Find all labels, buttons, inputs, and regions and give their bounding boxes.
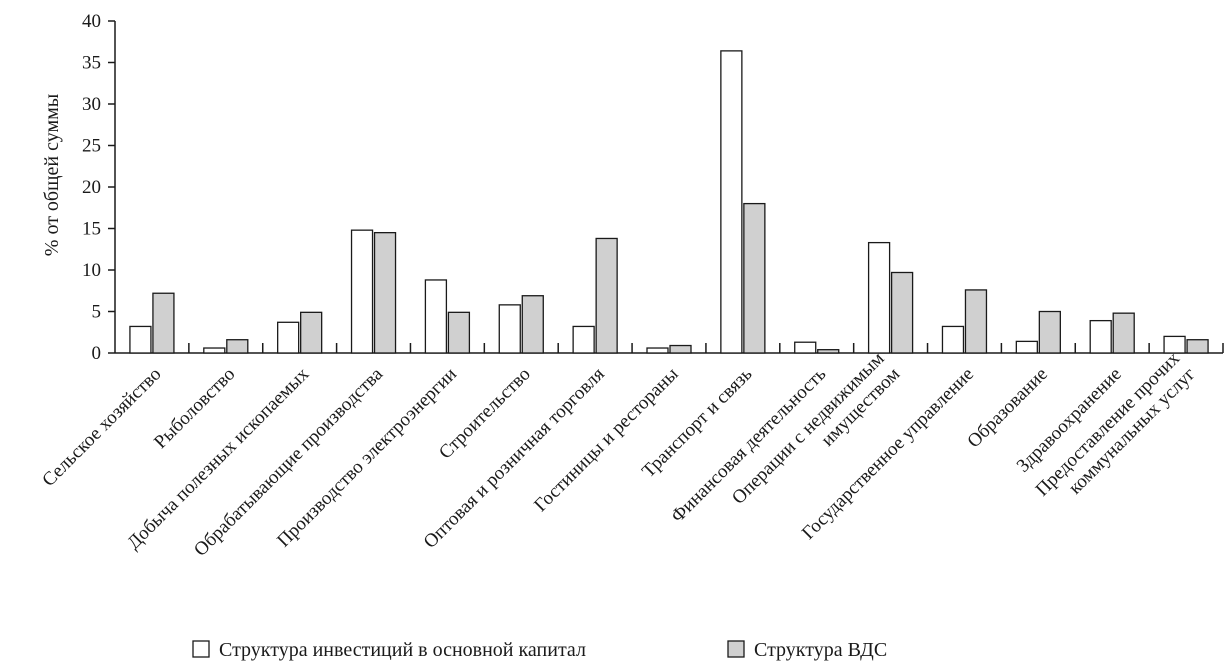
- bar-investment: [424, 279, 448, 354]
- y-tick-label: 0: [92, 343, 102, 364]
- legend: Структура инвестиций в основной капитал С…: [192, 639, 887, 661]
- bar-investment: [941, 325, 965, 354]
- bar-vds: [300, 311, 323, 354]
- bar-vds: [743, 202, 766, 354]
- legend-swatch: [192, 640, 210, 658]
- bar-investment: [498, 304, 521, 354]
- legend-label: Структура ВДС: [754, 639, 887, 661]
- bar-vds: [1038, 310, 1061, 354]
- bar-vds: [373, 231, 397, 354]
- bar-investment: [572, 325, 595, 354]
- y-tick-label: 35: [82, 53, 101, 74]
- bar-investment: [1163, 335, 1186, 354]
- chart-axes: 0 5 10 15 20 25 30 35 40: [82, 11, 1224, 364]
- y-tick-label: 40: [82, 11, 101, 32]
- x-category-label-line: Гостиницы и рестораны: [530, 364, 682, 516]
- bar-vds: [447, 311, 471, 354]
- y-tick-label: 15: [82, 219, 101, 240]
- bar-investment: [129, 325, 152, 354]
- bar-investment: [720, 50, 743, 354]
- bar-vds: [890, 271, 914, 354]
- legend-swatch: [727, 640, 745, 658]
- bar-vds: [595, 237, 618, 354]
- chart-bars: [129, 50, 1209, 354]
- bar-investment: [277, 321, 300, 354]
- bar-vds: [521, 295, 544, 354]
- bar-vds: [1186, 339, 1209, 354]
- y-tick-label: 10: [82, 260, 101, 281]
- bar-vds: [817, 349, 840, 354]
- legend-label: Структура инвестиций в основной капитал: [219, 639, 586, 661]
- y-axis-label: % от общей суммы: [41, 94, 63, 256]
- x-category-label-line: Сельское хозяйство: [38, 364, 165, 491]
- y-tick-label: 30: [82, 94, 101, 115]
- bar-investment: [350, 229, 374, 354]
- x-category-label: Сельское хозяйство: [38, 364, 165, 491]
- bar-vds: [226, 339, 249, 354]
- y-tick-label: 20: [82, 177, 101, 198]
- bar-investment: [794, 341, 817, 354]
- bar-vds: [669, 344, 692, 354]
- y-tick-label: 25: [82, 136, 101, 157]
- bar-investment: [646, 347, 669, 354]
- bar-investment: [1089, 319, 1112, 354]
- bar-vds: [1112, 312, 1135, 354]
- bar-investment: [1015, 340, 1038, 354]
- bar-investment: [203, 347, 226, 354]
- bar-investment: [867, 241, 891, 354]
- y-tick-label: 5: [92, 302, 102, 323]
- x-category-label: Гостиницы и рестораны: [530, 364, 682, 516]
- bar-vds: [964, 289, 988, 354]
- bar-vds: [152, 292, 175, 354]
